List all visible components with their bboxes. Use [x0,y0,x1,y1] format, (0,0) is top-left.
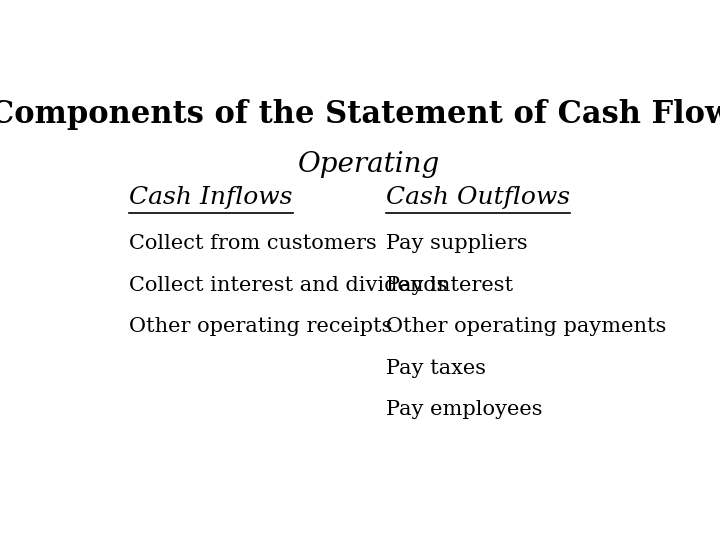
Text: Components of the Statement of Cash Flows: Components of the Statement of Cash Flow… [0,99,720,130]
Text: Operating: Operating [298,151,440,178]
Text: Collect from customers: Collect from customers [129,234,377,253]
Text: Collect interest and dividends: Collect interest and dividends [129,276,447,295]
Text: Other operating payments: Other operating payments [386,318,666,336]
Text: Pay interest: Pay interest [386,276,513,295]
Text: Other operating receipts: Other operating receipts [129,318,392,336]
Text: Cash Inflows: Cash Inflows [129,186,292,210]
Text: Pay taxes: Pay taxes [386,359,486,378]
Text: Pay suppliers: Pay suppliers [386,234,527,253]
Text: Pay employees: Pay employees [386,401,542,420]
Text: Cash Outflows: Cash Outflows [386,186,570,210]
